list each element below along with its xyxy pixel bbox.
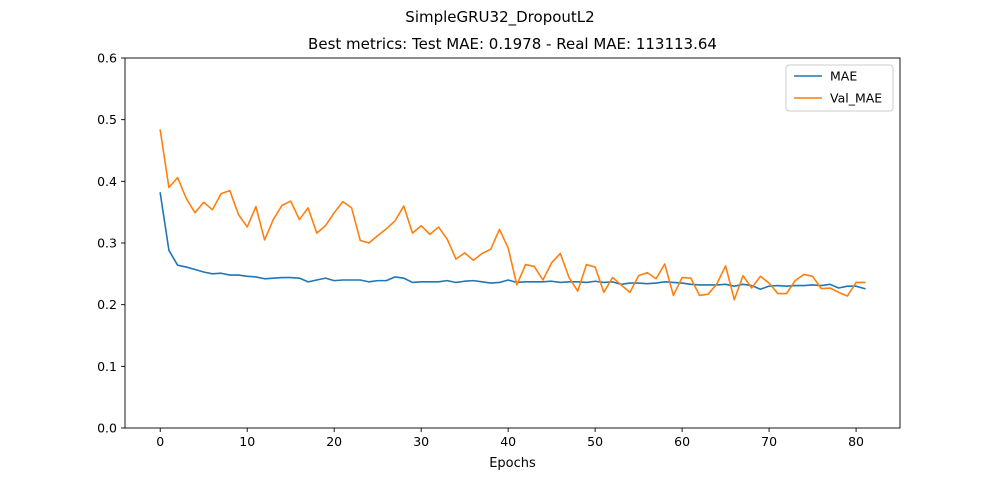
- legend-label-val-mae: Val_MAE: [830, 91, 882, 106]
- x-tick-label: 50: [587, 434, 603, 449]
- y-tick-label: 0.1: [97, 359, 117, 374]
- x-tick-label: 80: [848, 434, 864, 449]
- y-tick-label: 0.2: [97, 297, 117, 312]
- legend-label-mae: MAE: [830, 69, 857, 84]
- x-tick-label: 40: [500, 434, 516, 449]
- y-tick-label: 0.0: [97, 421, 117, 436]
- y-tick-label: 0.6: [97, 51, 117, 66]
- x-tick-label: 0: [156, 434, 164, 449]
- y-tick-label: 0.3: [97, 236, 117, 251]
- x-axis-label: Epochs: [489, 456, 536, 471]
- plot-area: 0 10 20 30 40 50 60 70 80 0.0 0.1 0.2 0.3 0.4 0.5 0.6 MA…: [97, 51, 901, 449]
- series-line-mae: [159, 192, 866, 291]
- y-tick-label: 0.4: [97, 174, 117, 189]
- x-tick-label: 60: [674, 434, 690, 449]
- x-tick-label: 30: [413, 434, 429, 449]
- series-line-val-mae: [159, 129, 866, 301]
- chart-title: Best metrics: Test MAE: 0.1978 - Real MA…: [308, 35, 717, 53]
- y-tick-label: 0.5: [97, 112, 117, 127]
- x-tick-label: 70: [761, 434, 777, 449]
- x-tick-label: 20: [326, 434, 342, 449]
- figure-suptitle: SimpleGRU32_DropoutL2: [405, 8, 594, 27]
- x-tick-label: 10: [239, 434, 255, 449]
